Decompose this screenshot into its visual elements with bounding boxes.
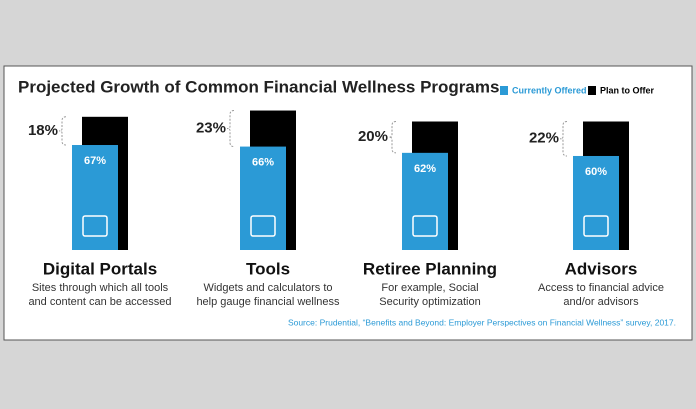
category-label: Retiree Planning xyxy=(363,259,497,278)
legend-swatch xyxy=(588,86,596,95)
legend-swatch xyxy=(500,86,508,95)
brace xyxy=(559,121,568,157)
growth-label: 18% xyxy=(28,122,58,139)
growth-label: 23% xyxy=(196,120,226,137)
category-label: Digital Portals xyxy=(43,259,157,278)
bar-value-label: 67% xyxy=(84,155,106,167)
icon xyxy=(583,215,609,237)
current-bar xyxy=(573,155,619,250)
category-description: help gauge financial wellness xyxy=(196,296,340,308)
legend-label: Plan to Offer xyxy=(600,85,655,95)
category-description: Access to financial advice xyxy=(538,282,664,294)
category-label: Advisors xyxy=(565,259,638,278)
category-description: Sites through which all tools xyxy=(32,282,169,294)
brace xyxy=(226,110,235,148)
growth-label: 20% xyxy=(358,128,388,145)
category-description: Widgets and calculators to xyxy=(203,282,332,294)
current-bar xyxy=(402,152,448,250)
chart-title: Projected Growth of Common Financial Wel… xyxy=(18,77,499,96)
category-description: and/or advisors xyxy=(563,296,639,308)
category-label: Tools xyxy=(246,259,290,278)
icon xyxy=(82,215,108,237)
bar-value-label: 62% xyxy=(414,163,436,175)
category-description: Security optimization xyxy=(379,296,481,308)
icon xyxy=(412,215,438,237)
category-description: and content can be accessed xyxy=(28,296,171,308)
growth-label: 22% xyxy=(529,130,559,147)
current-bar xyxy=(240,146,286,250)
bar-value-label: 66% xyxy=(252,156,274,168)
icon xyxy=(250,215,276,237)
current-bar xyxy=(72,145,118,250)
bar-value-label: 60% xyxy=(585,166,607,178)
brace xyxy=(58,116,67,146)
legend-label: Currently Offered xyxy=(512,85,587,95)
category-description: For example, Social xyxy=(381,282,478,294)
brace xyxy=(388,121,397,154)
source: Source: Prudential, “Benefits and Beyond… xyxy=(288,317,676,327)
